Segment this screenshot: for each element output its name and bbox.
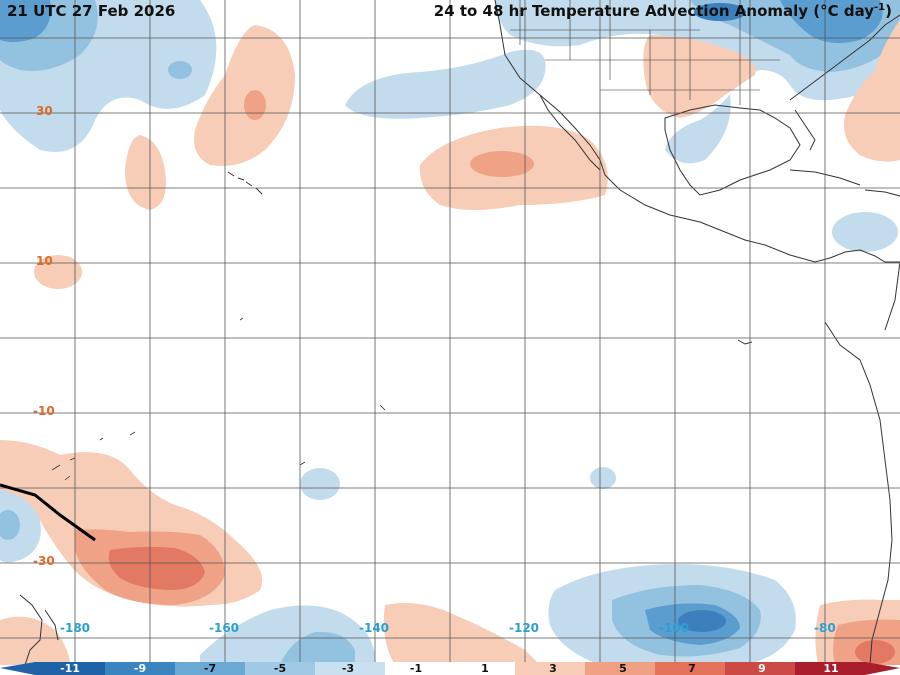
lat-label-10: 10 [36,254,53,268]
colorbar [0,662,900,675]
colorbar-left-arrow [0,662,35,675]
hispaniola [864,189,900,197]
warm-region [0,616,70,665]
colorbar-segment [315,662,385,675]
colorbar-tick: -5 [273,662,287,675]
colorbar-tick: 7 [688,662,696,675]
cold-spot [0,510,20,540]
hawaii-islands [227,171,263,195]
colorbar-tick: 3 [549,662,557,675]
title-close: ) [885,2,892,20]
colorbar-tick: -9 [133,662,147,675]
colorbar-segment [175,662,245,675]
new-zealand [19,594,59,666]
colorbar-segment [725,662,795,675]
valid-time-label: 21 UTC 27 Feb 2026 [7,2,176,20]
cold-core [678,610,726,632]
warm-region [643,35,756,118]
south-america-interior [884,261,900,331]
lon-label-minus100: -100 [659,621,690,635]
cold-region [345,49,546,119]
lon-label-minus180: -180 [60,621,91,635]
lat-label-minus30: -30 [33,554,55,568]
warm-region [194,25,295,166]
warm-spot [244,90,266,120]
warm-region [125,135,166,210]
cold-spot [300,468,340,500]
colorbar-tick: -3 [341,662,355,675]
cold-region [280,631,355,665]
lon-label-minus120: -120 [509,621,540,635]
cold-region [0,490,41,563]
title-units: °C day [820,2,875,20]
warm-region [383,602,540,665]
track-line [0,483,96,542]
cold-spot [832,212,898,252]
colorbar-segment [105,662,175,675]
lat-label-minus10: -10 [33,404,55,418]
cold-core [694,3,746,21]
lon-label-minus160: -160 [209,621,240,635]
south-america-coast [824,321,893,666]
east-coast [789,14,900,101]
colorbar-tick: -1 [409,662,423,675]
colorbar-segment [35,662,105,675]
warm-spot [34,255,82,289]
colorbar-tick: 9 [758,662,766,675]
colorbar-segment [655,662,725,675]
cold-spot [590,467,616,489]
cold-region [780,0,883,44]
gulf-coast [664,104,801,196]
lon-label-minus140: -140 [359,621,390,635]
warm-region [108,546,205,590]
cold-region [0,0,51,43]
florida [794,109,816,151]
title-exponent: -1 [874,2,886,13]
lon-label-minus80: -80 [814,621,836,635]
colorbar-segment [515,662,585,675]
cuba [789,169,861,186]
pacific-islands [51,317,386,481]
colorbar-tick: 11 [823,662,839,675]
colorbar-segment [385,662,515,675]
cold-spot [168,61,192,79]
colorbar-tick: 1 [481,662,489,675]
warm-spot [855,640,895,664]
warm-spot [470,151,534,177]
coastlines [19,0,900,666]
colorbar-segment [245,662,315,675]
colorbar-tick: 5 [619,662,627,675]
us-states [510,0,780,105]
colorbar-tick: -7 [203,662,217,675]
colorbar-segment [585,662,655,675]
product-title: 24 to 48 hr Temperature Advection Anomal… [434,2,892,20]
warm-region [844,20,900,162]
title-main: 24 to 48 hr Temperature Advection Anomal… [433,2,821,20]
colorbar-tick: -11 [60,662,80,675]
colorbar-right-arrow [865,662,900,675]
lat-label-30: 30 [36,104,53,118]
colorbar-segment [795,662,865,675]
baja-california-coast [539,94,601,171]
